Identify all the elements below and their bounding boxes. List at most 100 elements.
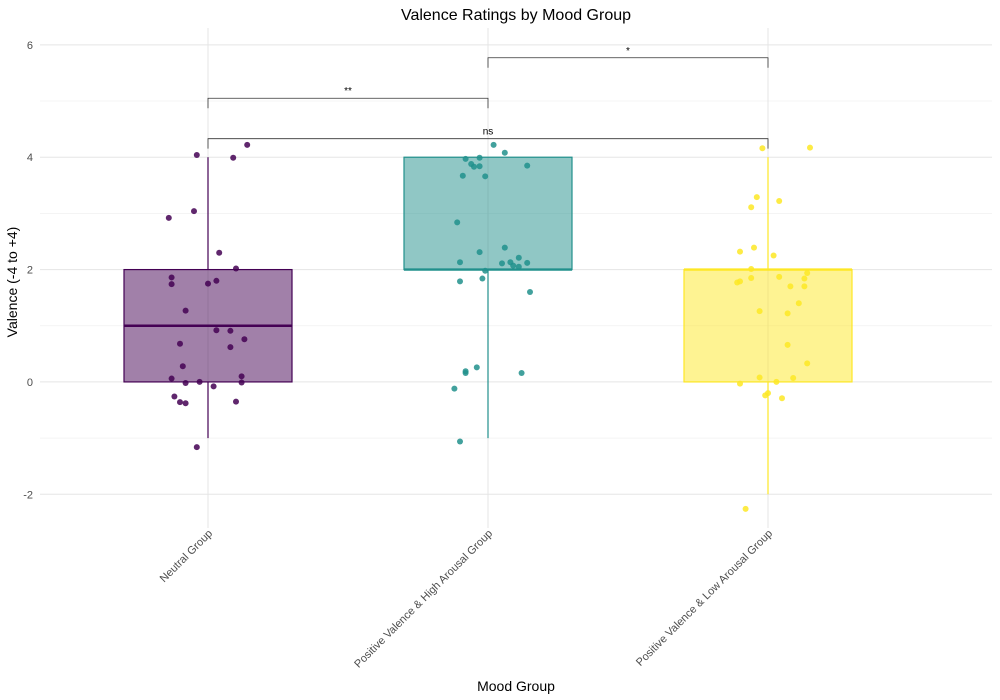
x-tick-label: Positive Valence & Low Arousal Group: [634, 528, 775, 669]
data-point: [479, 275, 486, 282]
x-tick-label: Neutral Group: [158, 528, 215, 585]
data-point: [193, 151, 200, 158]
data-point: [182, 307, 189, 314]
data-point: [795, 300, 802, 307]
data-point: [241, 336, 248, 343]
data-point: [751, 244, 757, 251]
y-axis-title: Valence (-4 to +4): [4, 227, 20, 338]
data-point: [776, 273, 783, 280]
data-point: [756, 308, 763, 315]
data-point: [801, 275, 808, 282]
data-point: [213, 277, 220, 284]
y-tick-label: 4: [27, 152, 33, 164]
data-point: [748, 266, 755, 273]
significance-label: ns: [483, 127, 494, 138]
data-point: [210, 383, 217, 390]
x-tick-label: Positive Valence & High Arousal Group: [352, 528, 495, 671]
significance-bracket: [207, 138, 769, 149]
data-point: [499, 260, 505, 267]
data-point: [457, 278, 463, 285]
data-point: [510, 262, 517, 269]
significance-bracket: [207, 97, 489, 109]
y-tick-label: -2: [23, 489, 33, 501]
jitter-points-layer: [165, 141, 813, 512]
significance-label: *: [626, 46, 630, 57]
data-point: [454, 219, 461, 226]
data-point: [473, 364, 480, 371]
data-point: [462, 369, 469, 376]
data-point: [213, 327, 220, 334]
data-point: [457, 438, 463, 445]
data-point: [784, 341, 791, 348]
data-point: [182, 400, 189, 407]
data-point: [196, 378, 203, 385]
data-point: [784, 310, 791, 317]
data-point: [756, 374, 763, 381]
y-tick-labels: -2 0 2 4 6: [23, 40, 33, 501]
box-iqr: [683, 268, 853, 383]
data-point: [779, 395, 785, 402]
data-point: [179, 363, 186, 370]
data-point: [482, 173, 489, 180]
y-tick-label: 0: [27, 377, 33, 389]
data-point: [165, 214, 172, 221]
x-axis-title: Mood Group: [477, 678, 555, 694]
data-point: [501, 149, 508, 156]
significance-bracket: [487, 57, 769, 68]
data-point: [459, 172, 466, 179]
y-tick-label: 6: [27, 40, 33, 52]
data-point: [787, 283, 794, 290]
data-point: [734, 279, 741, 286]
data-point: [177, 399, 183, 406]
data-point: [238, 373, 245, 380]
significance-label: **: [344, 86, 352, 97]
data-point: [233, 398, 239, 405]
data-point: [227, 344, 234, 351]
data-point: [518, 369, 525, 376]
data-point: [476, 154, 483, 161]
data-point: [233, 265, 239, 272]
data-point: [168, 375, 175, 382]
data-point: [482, 267, 489, 274]
data-point: [205, 280, 211, 287]
data-point: [216, 249, 223, 256]
data-point: [748, 275, 755, 281]
significance-brackets: ***ns: [207, 46, 769, 149]
data-point: [244, 141, 251, 148]
data-point: [804, 269, 811, 276]
chart-title: Valence Ratings by Mood Group: [401, 7, 631, 24]
data-point: [191, 208, 197, 215]
data-point: [737, 380, 743, 387]
data-point: [238, 379, 245, 386]
data-point: [193, 444, 200, 451]
data-point: [770, 252, 777, 259]
data-point: [230, 154, 237, 161]
data-point: [451, 385, 458, 392]
data-point: [742, 505, 749, 512]
data-point: [762, 392, 769, 399]
data-point: [801, 283, 808, 290]
data-point: [471, 163, 477, 170]
x-tick-labels: Neutral Group Positive Valence & High Aro…: [158, 528, 775, 671]
data-point: [501, 244, 508, 251]
data-point: [168, 281, 175, 288]
data-point: [490, 141, 497, 148]
data-point: [524, 162, 531, 169]
data-point: [807, 144, 813, 151]
data-point: [515, 254, 522, 261]
data-point: [527, 289, 533, 296]
data-point: [457, 259, 463, 266]
data-point: [476, 163, 483, 170]
data-point: [171, 393, 178, 400]
data-point: [515, 263, 522, 270]
box-iqr: [403, 156, 573, 271]
data-point: [748, 204, 755, 211]
data-point: [177, 340, 183, 347]
data-point: [524, 259, 531, 266]
y-tick-label: 2: [27, 265, 33, 277]
data-point: [476, 249, 483, 256]
data-point: [168, 274, 175, 281]
data-point: [737, 248, 743, 255]
data-point: [182, 380, 189, 387]
data-point: [804, 360, 811, 367]
